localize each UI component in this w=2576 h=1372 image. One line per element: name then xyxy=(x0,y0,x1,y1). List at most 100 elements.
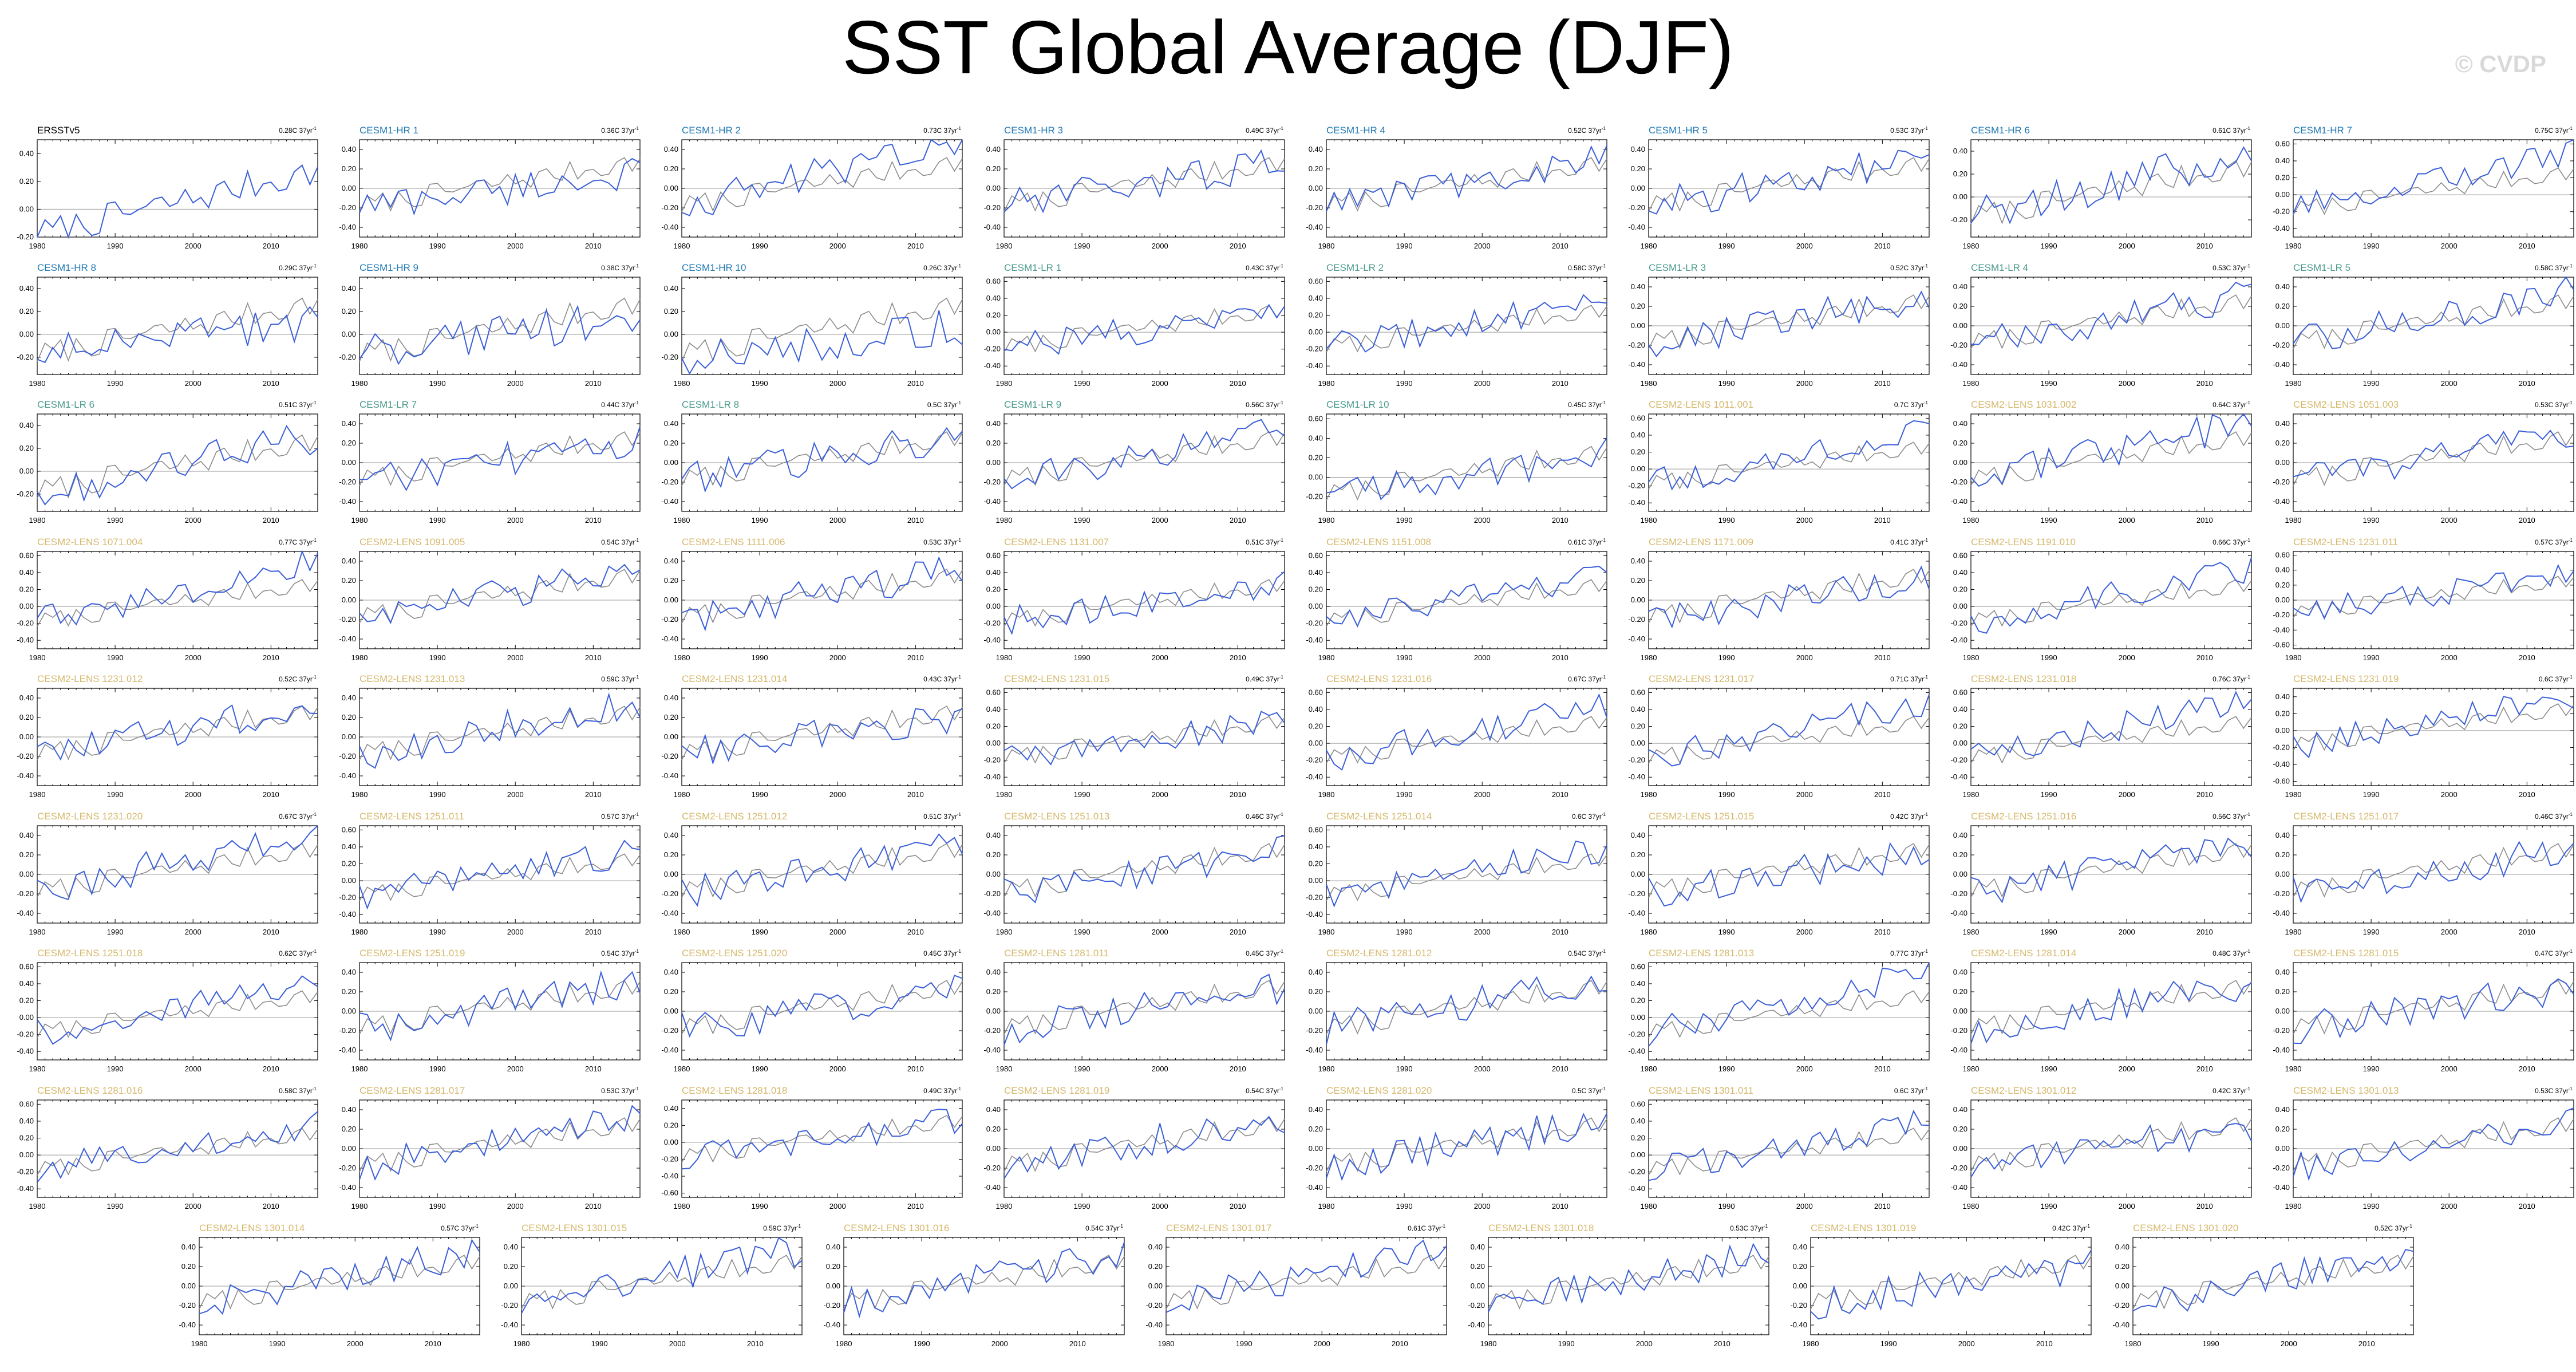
x-tick-label: 2000 xyxy=(2441,242,2458,250)
y-tick-label: 0.20 xyxy=(19,177,34,186)
plot-frame xyxy=(37,413,318,512)
x-tick-label: 1990 xyxy=(1074,516,1091,525)
obs-series-line xyxy=(1648,716,1930,764)
x-tick-label: 1980 xyxy=(29,379,46,388)
chart-panel: CESM2-LENS 1131.007 0.51C 37yr-1 0.60 0.40 0… xyxy=(969,537,1290,674)
y-tick-label: -0.40 xyxy=(2273,909,2290,917)
y-tick-label: 0.00 xyxy=(986,602,1001,610)
x-tick-label: 2010 xyxy=(907,516,924,525)
y-tick-label: 0.00 xyxy=(1631,596,1645,604)
chart-panel: CESM2-LENS 1251.019 0.54C 37yr-1 0.40 0.20 0… xyxy=(324,948,646,1085)
panel-plot: 0.40 0.20 0.00 -0.20 -0.40 -0.60 1980 1990 2000 2… xyxy=(2273,688,2574,799)
x-tick-label: 1980 xyxy=(2285,790,2302,799)
y-tick-label: 0.60 xyxy=(1631,413,1645,422)
x-tick-label: 1990 xyxy=(2041,242,2057,250)
y-tick-label: -0.20 xyxy=(17,752,34,760)
x-tick-label: 2010 xyxy=(1552,379,1568,388)
x-tick-label: 1990 xyxy=(1718,242,1735,250)
x-tick-label: 2010 xyxy=(1230,653,1246,662)
panel-trend-label: 0.28C 37yr-1 xyxy=(279,126,317,135)
panel-trend-label: 0.42C 37yr-1 xyxy=(1890,812,1928,821)
y-tick-label: 0.00 xyxy=(986,184,1001,192)
plot-frame xyxy=(1326,551,1607,649)
x-tick-label: 2010 xyxy=(1230,242,1246,250)
obs-series-line xyxy=(681,705,963,760)
x-tick-label: 2000 xyxy=(829,242,846,250)
x-tick-label: 1980 xyxy=(1318,928,1335,936)
y-tick-label: 0.40 xyxy=(1953,705,1967,713)
y-tick-label: 0.20 xyxy=(1309,585,1323,594)
x-tick-label: 2010 xyxy=(2196,379,2213,388)
x-tick-label: 2010 xyxy=(585,928,602,936)
model-series-line xyxy=(37,306,318,364)
x-tick-label: 1990 xyxy=(1718,516,1735,525)
obs-series-line xyxy=(37,843,318,898)
panel-title: CESM1-HR 10 xyxy=(682,262,746,273)
x-tick-label: 1980 xyxy=(996,516,1013,525)
x-tick-label: 2010 xyxy=(585,653,602,662)
y-tick-label: -0.20 xyxy=(339,353,356,361)
y-tick-label: 0.20 xyxy=(342,307,356,316)
y-tick-label: 0.40 xyxy=(342,284,356,293)
y-tick-label: 0.20 xyxy=(1953,585,1967,594)
x-tick-label: 1990 xyxy=(752,653,768,662)
y-tick-label: 0.00 xyxy=(1953,739,1967,747)
y-tick-label: 0.00 xyxy=(664,184,678,192)
chart-panel: CESM2-LENS 1231.014 0.43C 37yr-1 0.40 0.20 0… xyxy=(646,673,968,811)
chart-panel: CESM2-LENS 1171.009 0.41C 37yr-1 0.40 0.20 0… xyxy=(1613,537,1935,674)
y-tick-label: 0.00 xyxy=(1309,876,1323,885)
chart-panel: CESM2-LENS 1231.019 0.6C 37yr-1 0.40 0.20 0.… xyxy=(2258,673,2576,811)
y-tick-label: 0.00 xyxy=(1309,602,1323,610)
x-tick-label: 2000 xyxy=(1796,653,1813,662)
y-tick-label: -0.40 xyxy=(1950,360,1967,369)
x-tick-label: 2010 xyxy=(585,516,602,525)
y-tick-label: 0.00 xyxy=(2275,726,2290,735)
y-tick-label: -0.40 xyxy=(983,361,1001,370)
x-tick-label: 1980 xyxy=(351,928,368,936)
panel-title: CESM2-LENS 1231.015 xyxy=(1004,673,1110,684)
y-tick-label: -0.20 xyxy=(1628,615,1645,624)
x-tick-label: 2010 xyxy=(2519,790,2535,799)
x-tick-label: 1980 xyxy=(1318,242,1335,250)
model-series-line xyxy=(1003,149,1285,214)
plot-frame xyxy=(1326,688,1607,786)
panel-title: CESM2-LENS 1231.017 xyxy=(1649,673,1755,684)
panel-title: CESM2-LENS 1111.006 xyxy=(682,537,785,547)
x-tick-label: 1990 xyxy=(429,653,446,662)
x-tick-label: 2000 xyxy=(2441,653,2458,662)
panel-title: CESM2-LENS 1091.005 xyxy=(359,537,465,547)
y-tick-label: 0.40 xyxy=(664,831,678,839)
chart-panel: CESM1-HR 7 0.75C 37yr-1 0.60 0.40 0.20 0.00 -0… xyxy=(2258,125,2576,262)
model-series-line xyxy=(359,563,641,624)
x-tick-label: 1990 xyxy=(752,242,768,250)
y-tick-label: 0.00 xyxy=(342,458,356,467)
y-tick-label: 0.20 xyxy=(986,850,1001,859)
x-tick-label: 2010 xyxy=(585,790,602,799)
y-tick-label: -0.20 xyxy=(1306,893,1323,902)
x-tick-label: 2010 xyxy=(907,928,924,936)
x-tick-label: 2000 xyxy=(185,1065,202,1073)
x-tick-label: 1990 xyxy=(2041,379,2057,388)
obs-series-line xyxy=(1326,445,1607,501)
panel-trend-label: 0.62C 37yr-1 xyxy=(279,949,317,957)
panel-title: CESM2-LENS 1011.001 xyxy=(1649,399,1754,410)
chart-panel: CESM1-LR 3 0.52C 37yr-1 0.40 0.20 0.00 -0.20 -… xyxy=(1613,262,1935,400)
y-tick-label: 0.20 xyxy=(19,996,34,1005)
obs-series-line xyxy=(359,431,641,486)
y-tick-label: -0.40 xyxy=(1950,772,1967,781)
x-tick-label: 1990 xyxy=(1396,653,1413,662)
x-tick-label: 1980 xyxy=(1318,653,1335,662)
x-tick-label: 1980 xyxy=(2285,516,2302,525)
y-tick-label: -0.20 xyxy=(1950,215,1967,224)
obs-series-line xyxy=(1648,441,1930,490)
panel-trend-label: 0.7C 37yr-1 xyxy=(1894,400,1928,409)
x-tick-label: 1980 xyxy=(1641,790,1657,799)
x-tick-label: 1990 xyxy=(107,242,124,250)
